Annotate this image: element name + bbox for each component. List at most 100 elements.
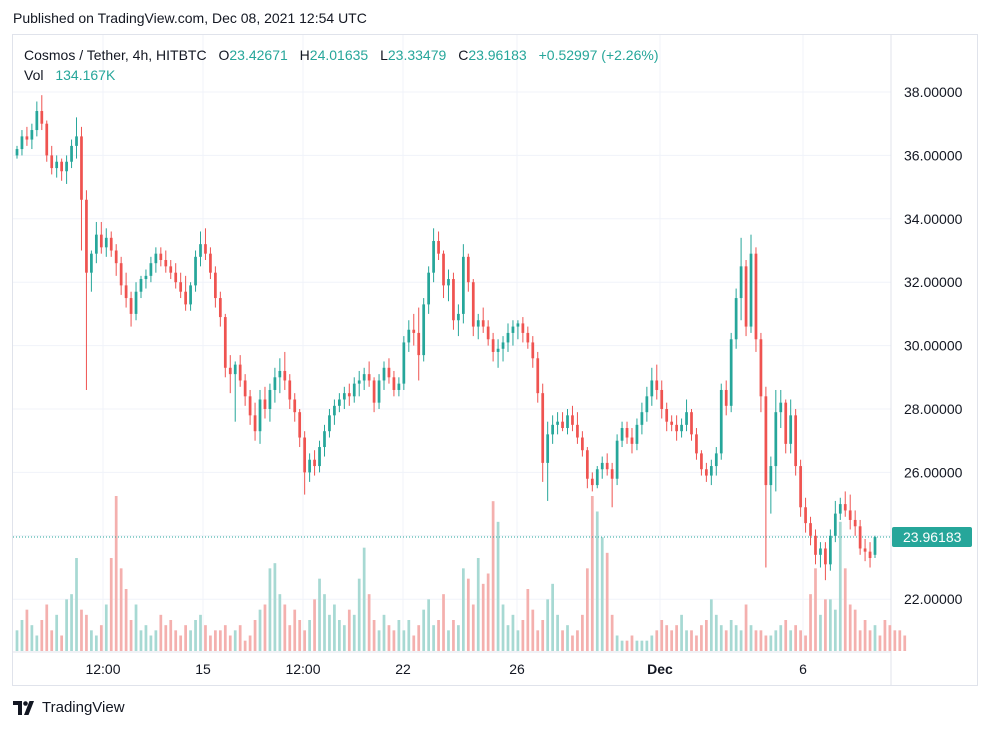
volume-bar [278,594,282,651]
candle-body [367,374,371,381]
candle-body [362,374,366,381]
volume-bar [228,635,232,651]
candle-body [303,437,307,473]
volume-bar [268,568,272,651]
brand-label: TradingView [42,699,125,716]
volume-bar [605,552,609,651]
volume-bar [471,604,475,651]
candle-body [471,282,475,327]
chart-frame [12,34,978,686]
candle-body [342,393,346,400]
volume-bar [526,589,530,651]
volume-bar [432,625,435,651]
volume-bar [784,620,788,651]
volume-bar [546,599,550,651]
volume-bar [590,496,594,651]
candle-body [571,415,574,425]
candle-body [814,535,817,555]
candle-body [427,272,431,305]
tradingview-brand[interactable]: TradingView [13,699,125,716]
low-label: L [380,47,388,63]
volume-bar [139,630,143,651]
volume-bar [685,630,688,651]
candle-body [258,399,262,432]
candle-body [858,526,862,549]
published-note: Published on TradingView.com, Dec 08, 20… [13,10,367,26]
volume-bar [164,625,168,651]
volume-bar [804,635,807,651]
high-value: 24.01635 [309,47,369,63]
candle-body [308,459,311,473]
volume-bar [511,614,515,651]
candle-body [248,396,252,416]
volume-bar [372,620,376,651]
volume-bar [779,625,783,651]
volume-bar [551,583,554,651]
volume-bar [799,630,802,651]
volume-bar [124,589,128,651]
volume-bar [809,594,812,651]
candle-body [848,510,852,520]
volume-bar [734,625,738,651]
volume-bar [858,630,862,651]
candle-body [605,462,609,470]
volume-bar [585,568,589,651]
candle-body [506,332,510,343]
volume-bar [680,614,683,651]
volume-bar [318,578,321,651]
candle-body [724,389,728,406]
candle-body [590,478,594,486]
candle-body [804,507,807,524]
volume-bar [243,640,247,651]
volume-bar [566,625,569,651]
candle-body [481,320,485,327]
candle-body [759,339,763,397]
volume-bar [873,625,877,651]
candle-body [149,263,153,276]
candle-body [80,136,83,200]
volume-bar [600,537,604,651]
volume-bar [253,620,257,651]
candle-body [779,402,783,413]
volume-bar [422,609,426,651]
x-tick-label: 22 [395,661,411,677]
volume-bar [273,563,277,651]
volume-bar [655,630,659,651]
volume-bar [248,635,252,651]
candle-body [40,111,44,124]
candle-body [809,523,812,536]
candle-body [476,320,480,327]
volume-bar [501,604,505,651]
candle-body [789,415,793,444]
volume-bar [461,568,465,651]
candle-body [829,535,832,565]
candle-body [432,240,435,273]
candle-body [665,409,669,422]
candle-body [709,466,713,476]
candle-body [109,237,113,251]
volume-bar [516,630,520,651]
legend: Cosmos / Tether, 4h, HITBTC O23.42671 H2… [24,45,658,85]
volume-bar [729,620,733,651]
volume-bar [898,630,902,651]
candle-body [169,266,173,273]
volume-bar [347,609,351,651]
candle-body [576,424,579,438]
candle-body [645,396,649,413]
volume-bar [705,620,708,651]
volume-bar [70,594,73,651]
volume-bar [397,620,401,651]
candle-body [536,358,540,394]
candle-body [526,332,530,343]
volume-bar [333,604,336,651]
candle-body [749,253,753,327]
candle-body [511,326,515,333]
volume-bar [392,630,396,651]
candle-body [660,389,664,409]
candle-body [700,453,703,470]
candle-body [55,161,59,169]
volume-bar [218,630,222,651]
volume-bar [536,630,540,651]
volume-bar [610,614,614,651]
